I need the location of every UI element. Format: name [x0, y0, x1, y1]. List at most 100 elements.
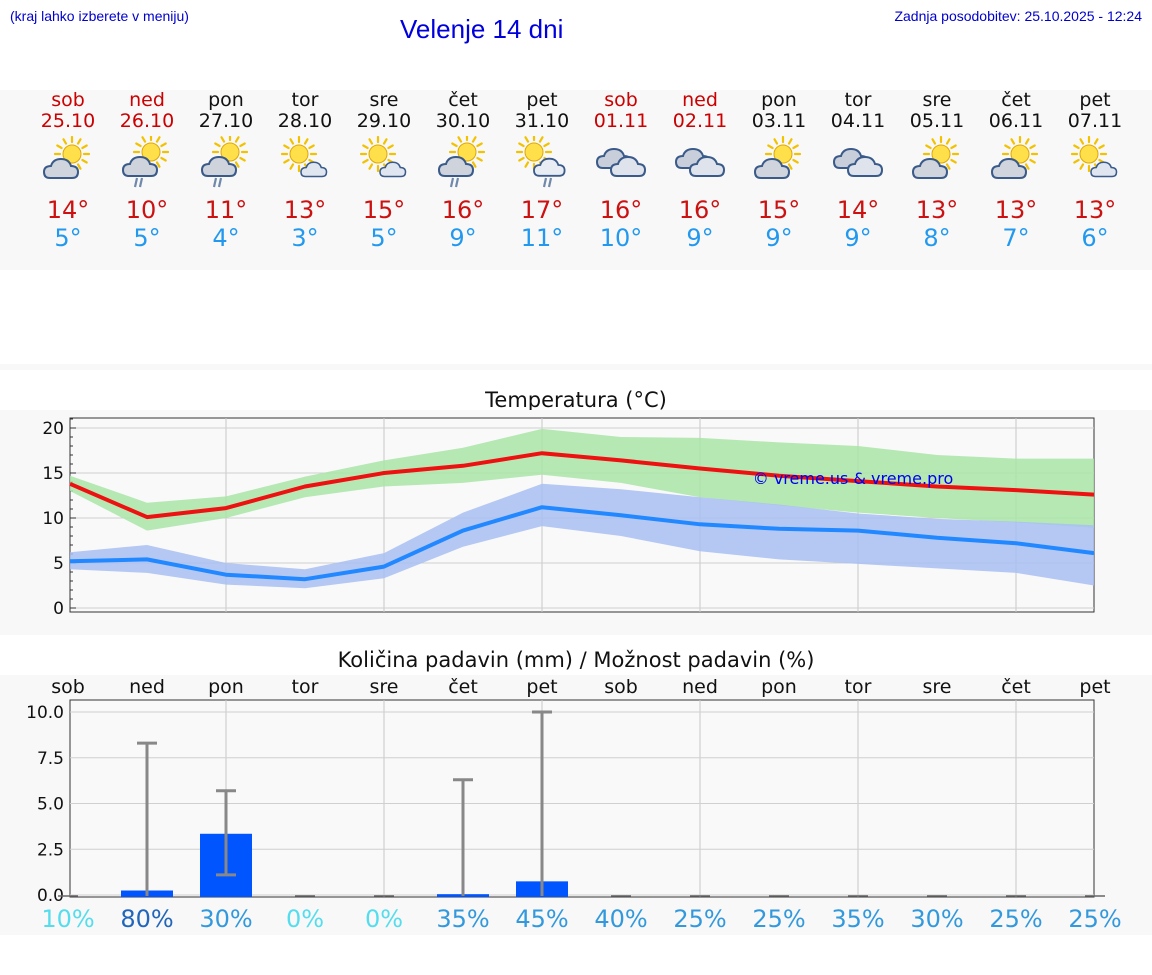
day-tick-label: sre — [370, 676, 399, 698]
partly-cloudy-rain-icon — [437, 136, 486, 188]
day-name: ned — [129, 89, 165, 111]
day-date: 05.11 — [909, 110, 965, 132]
watermark-text: © vreme.us & vreme.pro — [753, 469, 954, 488]
y-tick-label: 10 — [42, 509, 64, 529]
weather-icon-wrap — [1057, 132, 1133, 196]
day-column: pet 07.11 13° 6° — [1057, 89, 1133, 252]
max-temperature: 16° — [441, 196, 485, 224]
y-tick-label: 5 — [53, 554, 64, 574]
max-temperature: 14° — [836, 196, 880, 224]
partly-cloudy-rain-icon — [200, 136, 249, 188]
precipitation-probability: 40% — [594, 905, 647, 933]
day-column: tor 04.11 14° 9° — [820, 89, 896, 252]
tmin-series-line — [69, 505, 1095, 582]
max-temperature: 13° — [1073, 196, 1117, 224]
day-date: 25.10 — [40, 110, 96, 132]
min-temperature: 6° — [1081, 224, 1109, 252]
day-date: 30.10 — [435, 110, 491, 132]
day-name: sob — [604, 89, 638, 111]
day-date: 02.11 — [672, 110, 728, 132]
page-title: Velenje 14 dni — [400, 14, 564, 44]
day-column: ned 02.11 16° 9° — [662, 89, 738, 252]
day-column: čet 30.10 16° 9° — [425, 89, 501, 252]
day-name: pon — [761, 89, 797, 111]
precipitation-chart-title: Količina padavin (mm) / Možnost padavin … — [337, 648, 815, 672]
precipitation-probability: 45% — [515, 905, 568, 933]
day-date: 28.10 — [277, 110, 333, 132]
tmin-range-band — [70, 483, 1094, 589]
day-name: sre — [922, 89, 952, 111]
cloudy-icon — [832, 147, 884, 177]
day-name: ned — [682, 89, 718, 111]
day-name: sre — [369, 89, 399, 111]
day-column: sre 05.11 13° 8° — [899, 89, 975, 252]
max-temperature: 15° — [362, 196, 406, 224]
min-temperature: 5° — [133, 224, 161, 252]
menu-hint-link[interactable]: (kraj lahko izberete v meniju) — [10, 8, 189, 24]
weather-icon-wrap — [662, 132, 738, 196]
day-column: pon 27.10 11° 4° — [188, 89, 264, 252]
sunny-cloud-rain-icon — [515, 136, 566, 188]
min-temperature: 5° — [370, 224, 398, 252]
precipitation-probability: 30% — [199, 905, 252, 933]
y-tick-label: 15 — [42, 464, 64, 484]
day-tick-label: sob — [51, 676, 85, 698]
partly-cloudy-icon — [753, 136, 802, 179]
precipitation-chart: sob ned pon tor sre čet pet sob ned pon tor sre čet p… — [26, 676, 1122, 933]
max-temperature: 16° — [599, 196, 643, 224]
day-tick-label: pon — [208, 676, 244, 698]
precipitation-probability: 35% — [831, 905, 884, 933]
precipitation-probability: 35% — [436, 905, 489, 933]
max-temperature: 13° — [994, 196, 1038, 224]
partly-cloudy-rain-icon — [121, 136, 170, 188]
weather-icon-wrap — [504, 132, 580, 196]
day-date: 04.11 — [830, 110, 886, 132]
y-tick-label: 2.5 — [37, 840, 64, 860]
day-tick-label: ned — [682, 676, 718, 698]
day-date: 06.11 — [988, 110, 1044, 132]
max-temperature: 10° — [125, 196, 169, 224]
weather-icon-wrap — [109, 132, 185, 196]
temperature-chart: 0 5 10 15 20 © vreme.us & vreme.pro — [42, 417, 1095, 619]
partly-cloudy-icon — [42, 136, 91, 179]
sunny-small-cloud-icon — [359, 136, 407, 178]
precipitation-probability: 80% — [120, 905, 173, 933]
daily-forecast-panel: sob 25.10 14° 5° ned 26.10 10° 5° pon 27.10 11° 4° t… — [0, 89, 1152, 270]
cloudy-icon — [674, 147, 726, 177]
day-column: sre 29.10 15° 5° — [346, 89, 422, 252]
max-temperature: 17° — [520, 196, 564, 224]
day-column: čet 06.11 13° 7° — [978, 89, 1054, 252]
max-temperature: 14° — [46, 196, 90, 224]
day-name: čet — [1001, 89, 1031, 111]
day-name: čet — [448, 89, 478, 111]
min-temperature: 7° — [1002, 224, 1030, 252]
y-tick-label: 0 — [53, 599, 64, 619]
day-tick-label: sob — [604, 676, 638, 698]
temperature-chart-title: Temperatura (°C) — [485, 388, 667, 412]
max-temperature: 15° — [757, 196, 801, 224]
day-name: sob — [51, 89, 85, 111]
weather-icon-wrap — [30, 132, 106, 196]
partly-cloudy-icon — [911, 136, 960, 179]
day-tick-label: čet — [1001, 676, 1031, 698]
day-name: pet — [526, 89, 558, 111]
last-update-text: Zadnja posodobitev: 25.10.2025 - 12:24 — [894, 8, 1142, 24]
min-temperature: 5° — [54, 224, 82, 252]
tmax-range-band — [70, 428, 1094, 531]
max-temperature: 13° — [283, 196, 327, 224]
day-date: 01.11 — [593, 110, 649, 132]
day-tick-label: pet — [526, 676, 557, 698]
day-column: pon 03.11 15° 9° — [741, 89, 817, 252]
day-date: 26.10 — [119, 110, 175, 132]
y-tick-label: 20 — [42, 419, 64, 439]
max-temperature: 16° — [678, 196, 722, 224]
precipitation-probability: 0% — [365, 905, 403, 933]
temperature-chart-panel: 0 5 10 15 20 © vreme.us & vreme.pro — [0, 410, 1152, 635]
day-date: 03.11 — [751, 110, 807, 132]
weather-icon-wrap — [583, 132, 659, 196]
precipitation-probability: 25% — [752, 905, 805, 933]
y-tick-label: 7.5 — [37, 749, 64, 769]
day-tick-label: pon — [761, 676, 797, 698]
min-temperature: 9° — [765, 224, 793, 252]
day-name: tor — [844, 89, 872, 111]
